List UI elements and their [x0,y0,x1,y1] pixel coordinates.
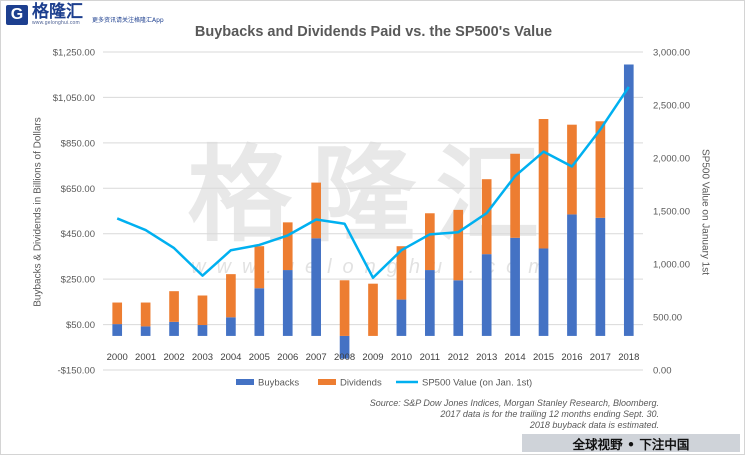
buybacks-bar [282,270,293,336]
source-note: Source: S&P Dow Jones Indices, Morgan St… [370,398,659,431]
x-tick-label: 2013 [476,352,497,363]
x-tick-label: 2007 [306,352,327,363]
y-left-tick-label: $250.00 [61,275,95,286]
buybacks-bar [112,324,123,336]
y-left-tick-label: -$150.00 [57,366,95,377]
buybacks-bar [567,214,577,336]
y-right-tick-label: 0.00 [653,366,672,377]
x-tick-label: 2005 [249,352,270,363]
dividends-bar [453,209,464,281]
chart-title: Buybacks and Dividends Paid vs. the SP50… [194,24,553,40]
dividends-bar [510,153,520,238]
y-right-tick-label: 500.00 [653,313,682,324]
x-tick-label: 2011 [420,352,440,363]
buybacks-bar [595,217,606,336]
y-left-tick-label: $50.00 [66,320,95,331]
dividends-bar [339,280,350,336]
x-tick-label: 2006 [277,352,298,363]
buybacks-bar [311,238,321,336]
y-left-tick-label: $650.00 [61,184,95,195]
y-left-tick-label: $450.00 [61,229,95,240]
legend-label: SP500 Value (on Jan. 1st) [422,378,532,389]
dividends-bar [425,213,435,271]
buybacks-bar [510,237,520,336]
y-left-tick-label: $1,250.00 [53,48,95,59]
brand-logo: G 格隆汇 www.gelonghui.com [6,4,83,26]
source-line: 2018 buyback data is estimated. [529,420,659,430]
y-right-tick-label: 1,500.00 [653,207,690,218]
buybacks-bar [538,248,549,336]
sp500-line [116,86,630,280]
dividends-bar [140,302,151,327]
x-tick-label: 2010 [391,352,412,363]
dividends-bar [197,295,208,326]
y-left-tick-label: $850.00 [61,138,95,149]
dividends-bar [311,182,321,239]
dividends-bar [169,291,179,322]
x-tick-label: 2000 [107,352,128,363]
buybacks-bar [254,288,265,336]
legend-swatch [318,379,336,385]
logo-mark-icon: G [6,5,28,25]
buybacks-bar [396,299,407,336]
x-tick-label: 2008 [334,352,355,363]
dividends-bar [226,274,236,318]
buybacks-bar [197,325,208,336]
brand-url: www.gelonghui.com [32,20,80,26]
y-right-tick-label: 2,500.00 [653,101,690,112]
buybacks-bar [481,254,492,336]
dividends-bar [538,119,549,249]
x-tick-label: 2016 [561,352,582,363]
y-right-tick-label: 3,000.00 [653,48,690,59]
brand-banner: 全球视野 • 下注中国 [522,434,740,452]
x-tick-label: 2003 [192,352,213,363]
brand-tagline: 更多资讯请关注格隆汇App [92,17,164,24]
y-right-tick-label: 1,000.00 [653,260,690,271]
x-tick-label: 2012 [448,352,469,363]
x-tick-label: 2014 [505,352,526,363]
legend-swatch [236,379,254,385]
dividends-bar [567,124,577,215]
x-tick-label: 2017 [590,352,611,363]
dividends-bar [254,246,265,289]
legend-label: Dividends [340,378,382,389]
buybacks-bar [140,326,151,336]
x-tick-label: 2002 [163,352,184,363]
dividends-bar [481,179,492,255]
buybacks-bar [339,335,350,359]
y-left-tick-label: $1,050.00 [53,93,95,104]
buybacks-bar [453,280,464,336]
x-tick-label: 2004 [220,352,241,363]
source-line: 2017 data is for the trailing 12 months … [440,409,659,419]
y-right-tick-label: 2,000.00 [653,154,690,165]
x-tick-label: 2018 [618,352,639,363]
legend-label: Buybacks [258,378,299,389]
dividends-bar [595,121,606,218]
dividends-bar [282,222,293,271]
x-tick-label: 2001 [135,352,156,363]
buybacks-bar [169,321,179,336]
buybacks-bar [226,317,236,336]
source-line: Source: S&P Dow Jones Indices, Morgan St… [369,398,659,408]
buybacks-bar [623,64,634,336]
dividends-bar [112,302,123,325]
x-tick-label: 2009 [362,352,383,363]
buybacks-bar [425,270,435,336]
brand-name: 格隆汇 [32,2,83,22]
x-tick-label: 2015 [533,352,554,363]
dividends-bar [368,283,378,336]
watermark-text: 格隆汇 [187,134,560,256]
dividends-bar [396,246,407,300]
